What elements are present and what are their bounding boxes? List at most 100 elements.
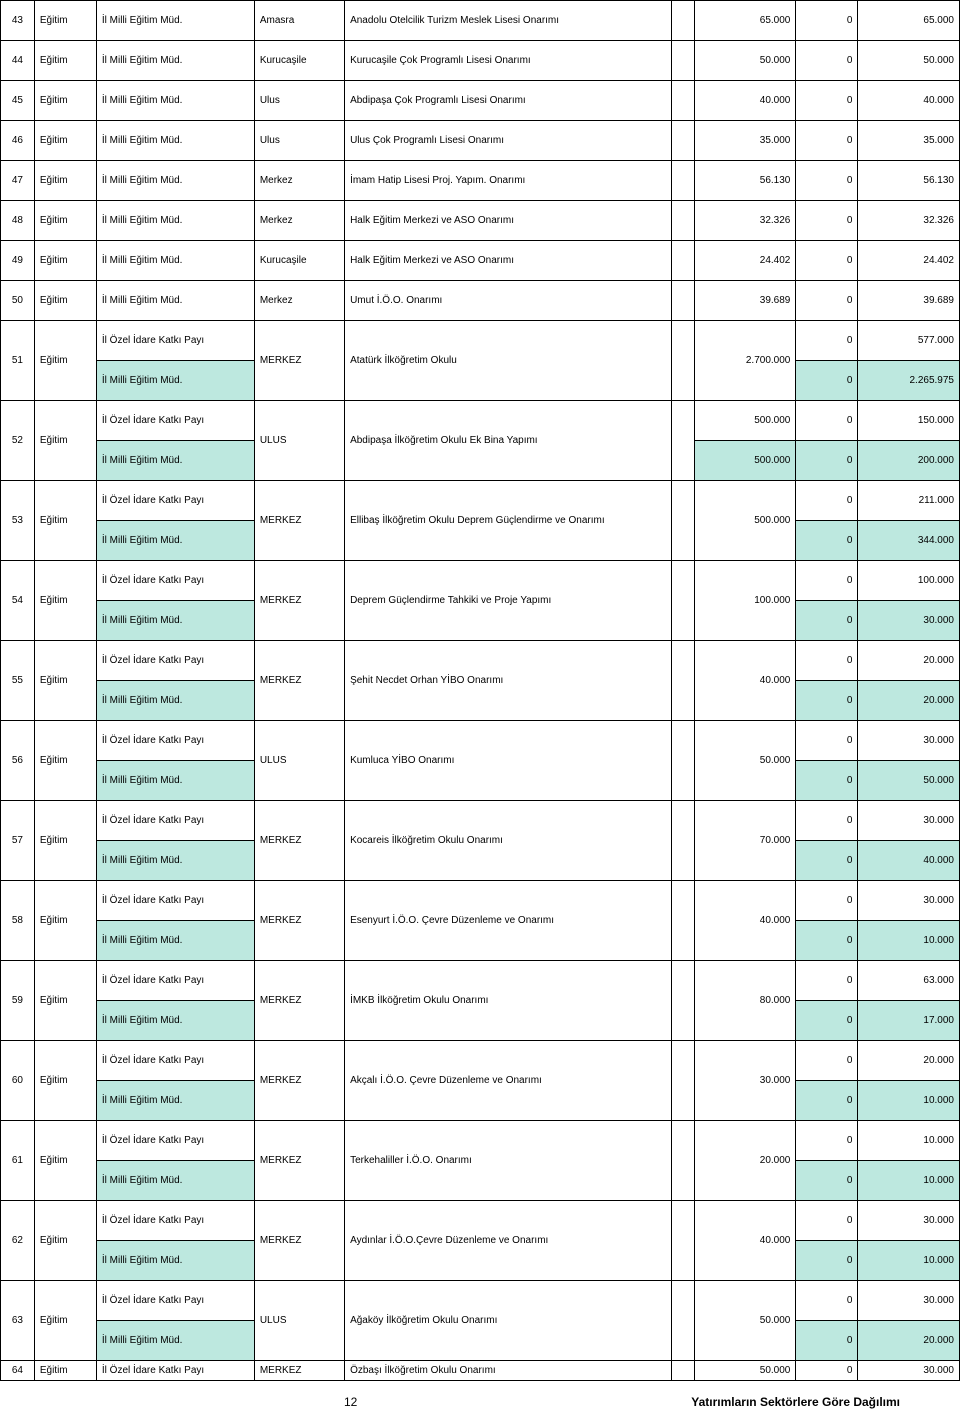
page-footer: 12 Yatırımların Sektörlere Göre Dağılımı (0, 1381, 960, 1419)
row-location: MERKEZ (254, 1041, 344, 1121)
row-category: Eğitim (34, 1361, 96, 1381)
row-no: 63 (1, 1281, 35, 1361)
row-amount2-top: 0 (796, 321, 858, 361)
row-amount1: 500.000 (694, 481, 796, 561)
row-fund: İl Milli Eğitim Müd. (96, 161, 254, 201)
row-amount3-top: 20.000 (858, 1041, 960, 1081)
row-amount3-bottom: 20.000 (858, 1321, 960, 1361)
row-amount2: 0 (796, 81, 858, 121)
row-fund-bottom: İl Milli Eğitim Müd. (96, 1241, 254, 1281)
row-amount2-top: 0 (796, 1281, 858, 1321)
row-location: ULUS (254, 721, 344, 801)
row-amount3-bottom: 40.000 (858, 841, 960, 881)
row-amount3-bottom: 50.000 (858, 761, 960, 801)
row-amount2-top: 0 (796, 1041, 858, 1081)
row-project: Kumluca YİBO Onarımı (345, 721, 672, 801)
row-no: 56 (1, 721, 35, 801)
row-amount1: 100.000 (694, 561, 796, 641)
row-amount1: 80.000 (694, 961, 796, 1041)
row-amount3-top: 577.000 (858, 321, 960, 361)
row-amount1: 40.000 (694, 641, 796, 721)
row-category: Eğitim (34, 161, 96, 201)
row-project: Abdipaşa İlköğretim Okulu Ek Bina Yapımı (345, 401, 672, 481)
row-amount3: 50.000 (858, 41, 960, 81)
row-no: 43 (1, 1, 35, 41)
row-category: Eğitim (34, 281, 96, 321)
row-fund: İl Özel İdare Katkı Payı (96, 1361, 254, 1381)
table-row: 51Eğitimİl Özel İdare Katkı PayıMERKEZAt… (1, 321, 960, 361)
row-project: Ulus Çok Programlı Lisesi Onarımı (345, 121, 672, 161)
table-row: 48Eğitimİl Milli Eğitim Müd.MerkezHalk E… (1, 201, 960, 241)
row-fund: İl Milli Eğitim Müd. (96, 281, 254, 321)
row-location: Amasra (254, 1, 344, 41)
row-location: MERKEZ (254, 1201, 344, 1281)
row-amount2-bottom: 0 (796, 841, 858, 881)
row-amount2-top: 0 (796, 401, 858, 441)
row-amount3: 39.689 (858, 281, 960, 321)
row-no: 60 (1, 1041, 35, 1121)
row-fund-bottom: İl Milli Eğitim Müd. (96, 521, 254, 561)
row-project: Ellibaş İlköğretim Okulu Deprem Güçlendi… (345, 481, 672, 561)
row-amount2-bottom: 0 (796, 1321, 858, 1361)
row-category: Eğitim (34, 721, 96, 801)
row-amount2: 0 (796, 281, 858, 321)
table-row: 56Eğitimİl Özel İdare Katkı PayıULUSKuml… (1, 721, 960, 761)
row-no: 59 (1, 961, 35, 1041)
table-row: 46Eğitimİl Milli Eğitim Müd.UlusUlus Çok… (1, 121, 960, 161)
row-amount3-bottom: 10.000 (858, 1161, 960, 1201)
row-amount2-bottom: 0 (796, 1001, 858, 1041)
row-location: MERKEZ (254, 1121, 344, 1201)
row-project: Atatürk İlköğretim Okulu (345, 321, 672, 401)
row-amount3: 24.402 (858, 241, 960, 281)
row-project: Aydınlar İ.Ö.O.Çevre Düzenleme ve Onarım… (345, 1201, 672, 1281)
row-no: 50 (1, 281, 35, 321)
table-row: 61Eğitimİl Özel İdare Katkı PayıMERKEZTe… (1, 1121, 960, 1161)
row-amount1: 50.000 (694, 1361, 796, 1381)
row-fund: İl Milli Eğitim Müd. (96, 201, 254, 241)
row-amount1: 30.000 (694, 1041, 796, 1121)
row-fund-top: İl Özel İdare Katkı Payı (96, 881, 254, 921)
page-number: 12 (10, 1395, 691, 1409)
row-fund-top: İl Özel İdare Katkı Payı (96, 561, 254, 601)
row-fund-bottom: İl Milli Eğitim Müd. (96, 681, 254, 721)
row-fund-bottom: İl Milli Eğitim Müd. (96, 1001, 254, 1041)
row-amount3-top: 30.000 (858, 721, 960, 761)
row-fund-top: İl Özel İdare Katkı Payı (96, 1041, 254, 1081)
table-row: 45Eğitimİl Milli Eğitim Müd.UlusAbdipaşa… (1, 81, 960, 121)
row-amount2: 0 (796, 1, 858, 41)
row-amount1: 50.000 (694, 41, 796, 81)
row-amount1-bottom: 500.000 (694, 441, 796, 481)
row-fund-top: İl Özel İdare Katkı Payı (96, 321, 254, 361)
row-amount2-bottom: 0 (796, 601, 858, 641)
row-project: İmam Hatip Lisesi Proj. Yapım. Onarımı (345, 161, 672, 201)
row-project: Esenyurt İ.Ö.O. Çevre Düzenleme ve Onarı… (345, 881, 672, 961)
row-location: MERKEZ (254, 881, 344, 961)
row-category: Eğitim (34, 241, 96, 281)
row-location: ULUS (254, 401, 344, 481)
row-amount3-bottom: 10.000 (858, 921, 960, 961)
table-row: 58Eğitimİl Özel İdare Katkı PayıMERKEZEs… (1, 881, 960, 921)
row-location: Merkez (254, 281, 344, 321)
row-fund: İl Milli Eğitim Müd. (96, 81, 254, 121)
row-amount1: 40.000 (694, 881, 796, 961)
row-amount3-top: 100.000 (858, 561, 960, 601)
row-amount3-bottom: 10.000 (858, 1241, 960, 1281)
row-amount2-bottom: 0 (796, 761, 858, 801)
row-fund-bottom: İl Milli Eğitim Müd. (96, 841, 254, 881)
row-fund-bottom: İl Milli Eğitim Müd. (96, 1321, 254, 1361)
row-amount3: 35.000 (858, 121, 960, 161)
row-category: Eğitim (34, 321, 96, 401)
row-category: Eğitim (34, 961, 96, 1041)
row-amount2-bottom: 0 (796, 1241, 858, 1281)
row-category: Eğitim (34, 1, 96, 41)
row-project: Kurucaşile Çok Programlı Lisesi Onarımı (345, 41, 672, 81)
row-fund-top: İl Özel İdare Katkı Payı (96, 1121, 254, 1161)
row-amount3-top: 63.000 (858, 961, 960, 1001)
row-no: 49 (1, 241, 35, 281)
row-project: İMKB İlköğretim Okulu Onarımı (345, 961, 672, 1041)
row-category: Eğitim (34, 561, 96, 641)
row-project: Umut İ.Ö.O. Onarımı (345, 281, 672, 321)
row-amount3-top: 20.000 (858, 641, 960, 681)
table-row: 53Eğitimİl Özel İdare Katkı PayıMERKEZEl… (1, 481, 960, 521)
table-row: 50Eğitimİl Milli Eğitim Müd.MerkezUmut İ… (1, 281, 960, 321)
